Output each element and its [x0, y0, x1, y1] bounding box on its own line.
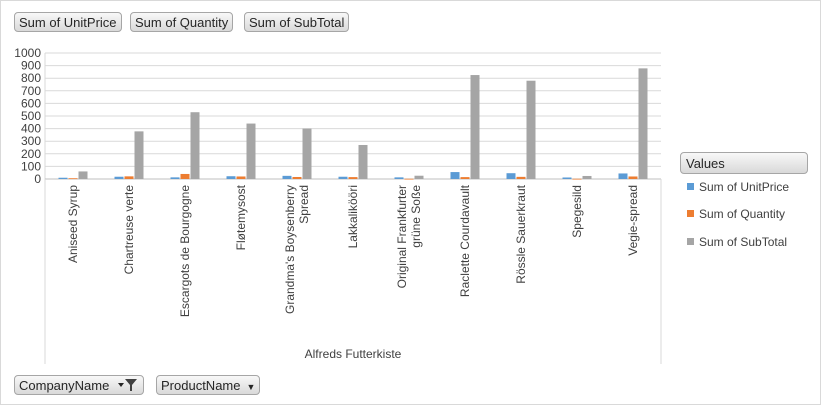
- legend-label: Sum of Quantity: [699, 207, 786, 221]
- x-tick-label: Escargots de Bourgogne: [178, 185, 192, 317]
- x-tick-label-line: Fløtemysost: [234, 184, 248, 250]
- bar: [414, 175, 424, 179]
- x-tick-label: Fløtemysost: [234, 184, 248, 250]
- bar: [338, 176, 348, 179]
- x-tick-label-line: Spread: [297, 185, 311, 224]
- x-tick-label-line: Spegesild: [570, 185, 584, 238]
- bar: [450, 172, 460, 179]
- x-tick-label-line: Rössle Sauerkraut: [514, 184, 528, 283]
- x-tick-label: Rössle Sauerkraut: [514, 184, 528, 283]
- bar: [638, 68, 648, 179]
- bar: [68, 178, 78, 180]
- field-button-sum-quantity[interactable]: Sum of Quantity: [130, 12, 234, 32]
- x-tick-label-line: Grandma's Boysenberry: [283, 185, 297, 314]
- field-button-label: CompanyName: [19, 378, 110, 393]
- y-tick-label: 0: [34, 172, 41, 186]
- x-tick-label-line: Vegie-spread: [626, 185, 640, 256]
- y-tick-label: 900: [21, 59, 41, 73]
- field-button-sum-subtotal[interactable]: Sum of SubTotal: [244, 12, 350, 32]
- bar: [58, 177, 68, 179]
- legend-item-quantity: Sum of Quantity: [687, 207, 785, 223]
- legend-title[interactable]: Values: [680, 152, 808, 174]
- y-tick-label: 1000: [14, 46, 41, 60]
- bar: [246, 123, 256, 179]
- chevron-down-icon: ▼: [246, 382, 256, 392]
- filter-dropdown-icon: [117, 379, 137, 391]
- legend-item-unitprice: Sum of UnitPrice: [687, 180, 789, 196]
- field-button-label: Sum of SubTotal: [249, 15, 345, 30]
- field-button-sum-unitprice[interactable]: Sum of UnitPrice: [14, 12, 122, 32]
- y-tick-label: 500: [21, 109, 41, 123]
- y-tick-label: 600: [21, 96, 41, 110]
- bar: [526, 80, 536, 179]
- x-tick-label: Vegie-spread: [626, 185, 640, 256]
- x-tick-label: Chartreuse verte: [122, 185, 136, 275]
- bar: [470, 75, 480, 179]
- x-tick-label-line: Lakkalikööri: [346, 185, 360, 248]
- y-tick-label: 700: [21, 84, 41, 98]
- y-tick-label: 300: [21, 134, 41, 148]
- x-tick-label: Lakkalikööri: [346, 185, 360, 248]
- field-button-label: Sum of UnitPrice: [19, 15, 117, 30]
- x-tick-label-line: Escargots de Bourgogne: [178, 185, 192, 317]
- y-tick-label: 100: [21, 159, 41, 173]
- x-axis-title: Alfreds Futterkiste: [305, 347, 402, 361]
- bar: [124, 176, 134, 179]
- field-button-label: ProductName: [161, 378, 241, 393]
- x-tick-label: Original Frankfurtergrüne Soße: [395, 185, 423, 289]
- bar: [78, 171, 88, 179]
- bar: [460, 177, 470, 179]
- bar: [562, 177, 572, 179]
- x-tick-label-line: Chartreuse verte: [122, 185, 136, 275]
- bar: [226, 176, 236, 179]
- bar: [618, 173, 628, 179]
- x-tick-label-line: grüne Soße: [409, 185, 423, 248]
- bar: [170, 177, 180, 179]
- bar: [134, 131, 144, 179]
- x-tick-label-line: Aniseed Syrup: [66, 185, 80, 263]
- x-tick-label: Aniseed Syrup: [66, 185, 80, 263]
- legend-swatch-unitprice: [687, 183, 694, 191]
- legend-item-subtotal: Sum of SubTotal: [687, 235, 787, 251]
- bar: [292, 176, 302, 179]
- bar: [180, 173, 190, 179]
- field-button-label: Sum of Quantity: [135, 15, 229, 30]
- bar: [628, 176, 638, 179]
- bar: [190, 112, 200, 179]
- x-tick-label: Spegesild: [570, 185, 584, 238]
- bar: [302, 128, 312, 179]
- bar: [358, 144, 368, 179]
- bar: [114, 176, 124, 179]
- x-tick-label: Grandma's BoysenberrySpread: [283, 185, 311, 314]
- bar: [516, 176, 526, 179]
- y-tick-label: 200: [21, 147, 41, 161]
- legend-label: Sum of UnitPrice: [699, 180, 790, 194]
- x-tick-label-line: Raclette Courdavault: [458, 184, 472, 297]
- bar: [582, 175, 592, 179]
- field-button-companyname[interactable]: CompanyName: [14, 375, 144, 395]
- bar: [236, 176, 246, 179]
- legend-swatch-subtotal: [687, 238, 694, 246]
- field-button-productname[interactable]: ProductName ▼: [156, 375, 261, 395]
- bar: [348, 177, 358, 179]
- legend-swatch-quantity: [687, 210, 694, 218]
- y-tick-label: 800: [21, 71, 41, 85]
- y-tick-label: 400: [21, 122, 41, 136]
- x-tick-label-line: Original Frankfurter: [395, 185, 409, 288]
- bar: [394, 177, 404, 179]
- legend-label: Sum of SubTotal: [699, 235, 788, 249]
- bar: [404, 178, 414, 180]
- bar: [506, 173, 516, 179]
- bar: [572, 178, 582, 180]
- bar: [282, 175, 292, 179]
- x-tick-label: Raclette Courdavault: [458, 184, 472, 297]
